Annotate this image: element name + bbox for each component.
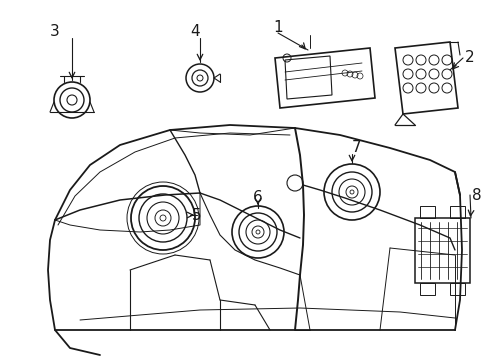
Text: 3: 3 [50, 24, 60, 40]
Text: 4: 4 [190, 24, 200, 40]
Text: 5: 5 [192, 207, 201, 222]
Text: 7: 7 [351, 140, 361, 156]
Text: 2: 2 [464, 50, 474, 66]
Bar [419, 206, 434, 218]
Bar [414, 218, 469, 283]
Bar [449, 206, 464, 218]
Text: 6: 6 [253, 190, 263, 206]
Bar [449, 283, 464, 295]
Bar [419, 283, 434, 295]
Text: 8: 8 [471, 188, 481, 202]
Text: 1: 1 [273, 21, 282, 36]
